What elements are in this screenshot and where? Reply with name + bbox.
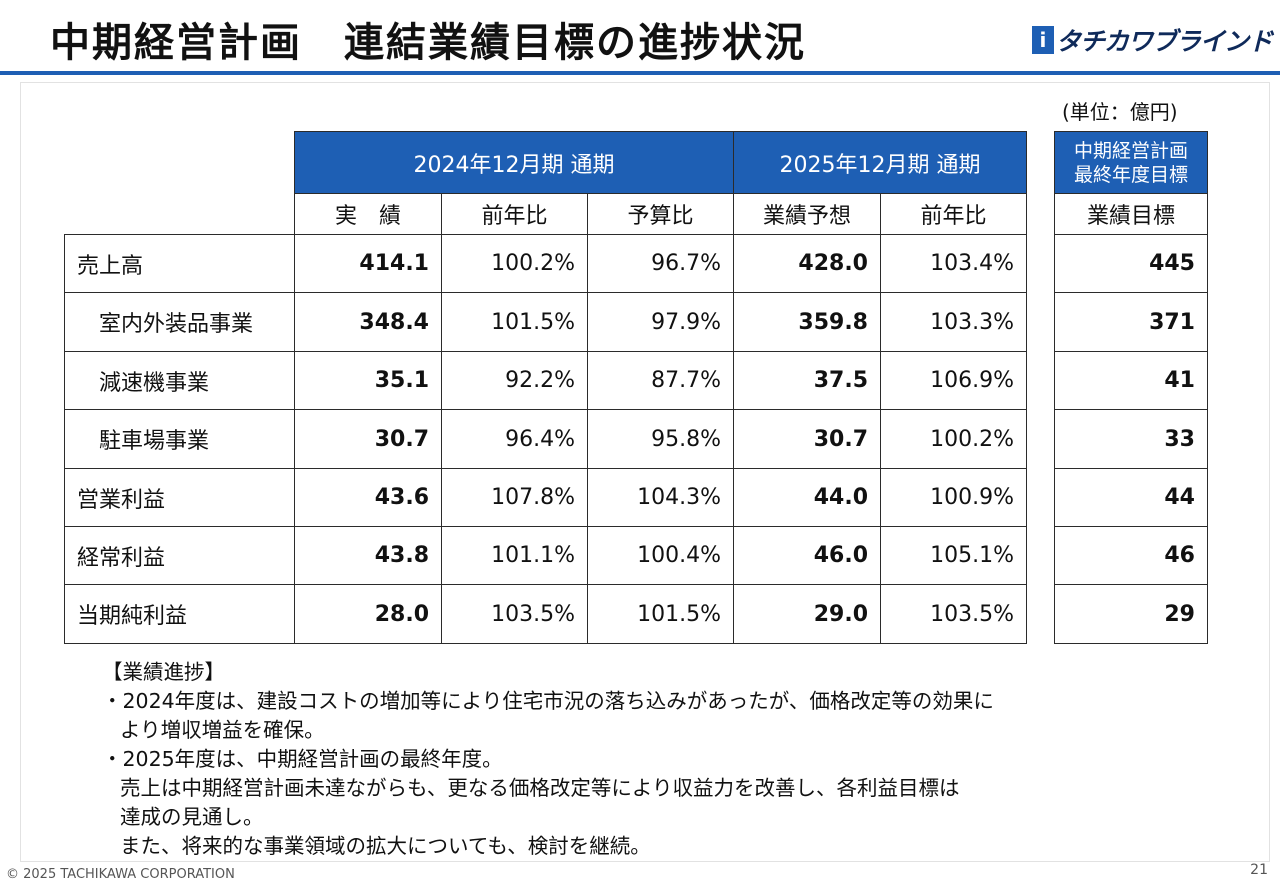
notes-line: 売上は中期経営計画未達ながらも、更なる価格改定等により収益力を改善し、各利益目標… bbox=[120, 776, 960, 800]
notes-heading: 【業績進捗】 bbox=[102, 660, 225, 684]
company-logo: i タチカワブラインド bbox=[1031, 22, 1273, 58]
cell-yoy-2025: 103.3% bbox=[880, 292, 1027, 352]
cell-yoy-2024: 96.4% bbox=[441, 409, 588, 469]
cell-yoy-2024: 101.1% bbox=[441, 526, 588, 585]
target-header-line2: 最終年度目標 bbox=[1073, 163, 1188, 186]
cell-vs-budget: 96.7% bbox=[587, 234, 734, 293]
cell-vs-budget: 104.3% bbox=[587, 468, 734, 527]
logo-text: タチカワブラインド bbox=[1055, 27, 1273, 56]
subheader-forecast: 業績予想 bbox=[733, 193, 881, 235]
row-label: 駐車場事業 bbox=[64, 409, 295, 469]
cell-yoy-2025: 100.9% bbox=[880, 468, 1027, 527]
cell-forecast: 29.0 bbox=[733, 584, 881, 644]
cell-target: 33 bbox=[1054, 409, 1208, 469]
progress-notes: 【業績進捗】 ・2024年度は、建設コストの増加等により住宅市況の落ち込みがあっ… bbox=[102, 658, 1202, 861]
header-midterm-target: 中期経営計画 最終年度目標 bbox=[1054, 131, 1208, 194]
cell-actual: 348.4 bbox=[294, 292, 442, 352]
subheader-vs-budget: 予算比 bbox=[587, 193, 734, 235]
logo-mark-icon: i bbox=[1031, 26, 1054, 54]
subheader-target: 業績目標 bbox=[1054, 193, 1208, 235]
header-period-2025: 2025年12月期 通期 bbox=[733, 131, 1027, 194]
cell-yoy-2024: 101.5% bbox=[441, 292, 588, 352]
cell-yoy-2024: 103.5% bbox=[441, 584, 588, 644]
notes-line: ・2024年度は、建設コストの増加等により住宅市況の落ち込みがあったが、価格改定… bbox=[102, 689, 994, 713]
cell-target: 44 bbox=[1054, 468, 1208, 527]
cell-actual: 43.6 bbox=[294, 468, 442, 527]
row-label: 売上高 bbox=[64, 234, 295, 293]
cell-forecast: 46.0 bbox=[733, 526, 881, 585]
cell-yoy-2025: 105.1% bbox=[880, 526, 1027, 585]
cell-target: 29 bbox=[1054, 584, 1208, 644]
cell-forecast: 428.0 bbox=[733, 234, 881, 293]
cell-vs-budget: 95.8% bbox=[587, 409, 734, 469]
subheader-yoy-2024: 前年比 bbox=[441, 193, 588, 235]
notes-line: 達成の見通し。 bbox=[120, 805, 264, 829]
cell-yoy-2025: 100.2% bbox=[880, 409, 1027, 469]
cell-yoy-2025: 106.9% bbox=[880, 351, 1027, 410]
title-divider bbox=[0, 71, 1280, 75]
cell-vs-budget: 101.5% bbox=[587, 584, 734, 644]
header-period-2024: 2024年12月期 通期 bbox=[294, 131, 734, 194]
cell-actual: 414.1 bbox=[294, 234, 442, 293]
cell-actual: 43.8 bbox=[294, 526, 442, 585]
cell-vs-budget: 100.4% bbox=[587, 526, 734, 585]
subheader-yoy-2025: 前年比 bbox=[880, 193, 1027, 235]
cell-yoy-2024: 92.2% bbox=[441, 351, 588, 410]
target-header-line1: 中期経営計画 bbox=[1073, 139, 1188, 162]
notes-line: より増収増益を確保。 bbox=[120, 718, 325, 742]
copyright: © 2025 TACHIKAWA CORPORATION bbox=[6, 867, 235, 882]
cell-yoy-2024: 100.2% bbox=[441, 234, 588, 293]
cell-actual: 28.0 bbox=[294, 584, 442, 644]
cell-actual: 30.7 bbox=[294, 409, 442, 469]
unit-label: (単位：億円) bbox=[1062, 100, 1178, 124]
cell-yoy-2025: 103.4% bbox=[880, 234, 1027, 293]
cell-target: 41 bbox=[1054, 351, 1208, 410]
cell-forecast: 359.8 bbox=[733, 292, 881, 352]
row-label: 営業利益 bbox=[64, 468, 295, 527]
cell-vs-budget: 87.7% bbox=[587, 351, 734, 410]
notes-line: ・2025年度は、中期経営計画の最終年度。 bbox=[102, 747, 503, 771]
row-label: 室内外装品事業 bbox=[64, 292, 295, 352]
cell-target: 371 bbox=[1054, 292, 1208, 352]
cell-target: 46 bbox=[1054, 526, 1208, 585]
notes-lines: ・2024年度は、建設コストの増加等により住宅市況の落ち込みがあったが、価格改定… bbox=[102, 687, 1202, 861]
cell-actual: 35.1 bbox=[294, 351, 442, 410]
subheader-actual: 実 績 bbox=[294, 193, 442, 235]
row-label: 減速機事業 bbox=[64, 351, 295, 410]
cell-vs-budget: 97.9% bbox=[587, 292, 734, 352]
cell-forecast: 37.5 bbox=[733, 351, 881, 410]
notes-line: また、将来的な事業領域の拡大についても、検討を継続。 bbox=[120, 834, 651, 858]
cell-forecast: 44.0 bbox=[733, 468, 881, 527]
page-title: 中期経営計画 連結業績目標の進捗状況 bbox=[50, 20, 806, 66]
cell-yoy-2025: 103.5% bbox=[880, 584, 1027, 644]
cell-target: 445 bbox=[1054, 234, 1208, 293]
cell-forecast: 30.7 bbox=[733, 409, 881, 469]
row-label: 当期純利益 bbox=[64, 584, 295, 644]
page-number: 21 bbox=[1250, 862, 1268, 878]
row-label: 経常利益 bbox=[64, 526, 295, 585]
cell-yoy-2024: 107.8% bbox=[441, 468, 588, 527]
